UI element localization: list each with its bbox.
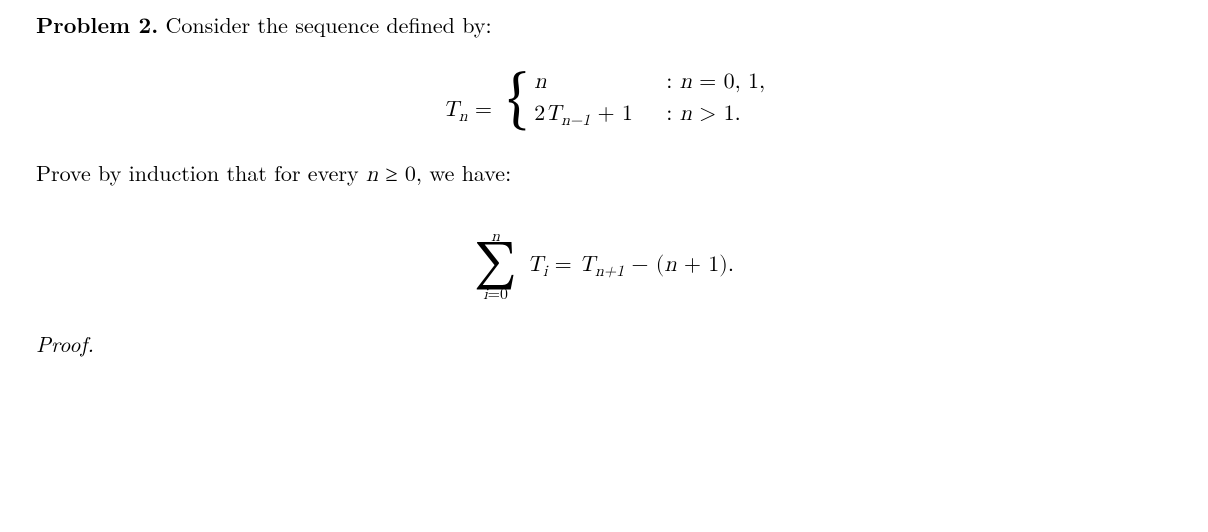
eq2-body: Ti = Tn+1 − (n + 1). (527, 251, 734, 283)
sigma-icon: ∑ (474, 246, 517, 287)
case2-coef: 2 (534, 103, 545, 125)
cases: n : n = 0, 1, 2Tn−1 + 1 : n > 1. (534, 68, 765, 132)
case2-cond-rest: > 1. (692, 103, 741, 125)
case1-cond-prefix: : (666, 71, 679, 93)
case-row-2: 2Tn−1 + 1 : n > 1. (534, 100, 765, 132)
eq2-plus1: + 1). (677, 254, 734, 276)
case1-cond-rest: = 0, 1, (692, 71, 765, 93)
sigma-operator: n ∑ i=0 (474, 230, 517, 303)
eq2-equals: = (547, 254, 579, 276)
prove-after: , we have: (416, 157, 511, 188)
case1-cond-var: n (680, 71, 692, 93)
problem-heading-line: Problem 2. Consider the sequence defined… (36, 10, 1172, 40)
proof-label: Proof. (36, 329, 1172, 359)
eq2-T-rhs: T (579, 254, 595, 276)
sum-equation: n ∑ i=0 Ti = Tn+1 − (n + 1). (36, 218, 1172, 303)
case2-expr: 2Tn−1 + 1 (534, 100, 666, 132)
case1-cond: : n = 0, 1, (666, 68, 765, 98)
case-row-1: n : n = 0, 1, (534, 68, 765, 100)
sigma-lower: i=0 (474, 288, 517, 304)
case2-cond-var: n (680, 103, 692, 125)
problem-intro: Consider the sequence defined by: (158, 9, 491, 40)
eq2-inline: n ∑ i=0 Ti = Tn+1 − (n + 1). (474, 230, 734, 303)
piecewise-block: { n : n = 0, 1, 2Tn−1 + 1 : n > 1. (507, 68, 765, 132)
eq1-inline: Tn = { n : n = 0, 1, 2Tn−1 + 1 (443, 68, 765, 132)
case2-var: T (545, 103, 561, 125)
case1-expr-var: n (534, 71, 546, 93)
eq2-Ti-T: T (527, 254, 543, 276)
left-brace-icon: { (507, 70, 528, 134)
prove-before: Prove by induction that for every (36, 157, 366, 188)
prove-var: n (366, 164, 378, 186)
case2-sub: n−1 (561, 113, 590, 129)
eq2-minus: − ( (624, 254, 664, 276)
eq2-n: n (664, 254, 676, 276)
problem-label: Problem 2. (36, 9, 158, 40)
case2-plus1: + 1 (590, 103, 633, 125)
prove-geq: ≥ 0 (378, 157, 416, 188)
prove-line: Prove by induction that for every n ≥ 0,… (36, 158, 1172, 191)
case1-expr: n (534, 68, 666, 98)
eq2-T-rhs-sub: n+1 (595, 264, 624, 280)
eq1-lhs-T: T (443, 99, 459, 121)
definition-equation: Tn = { n : n = 0, 1, 2Tn−1 + 1 (36, 68, 1172, 132)
case2-cond-prefix: : (666, 103, 679, 125)
eq1-lhs-sub: n (459, 109, 468, 125)
case2-cond: : n > 1. (666, 100, 741, 130)
sigma-lower-rest: =0 (488, 287, 508, 303)
eq1-equals: = (468, 99, 500, 121)
